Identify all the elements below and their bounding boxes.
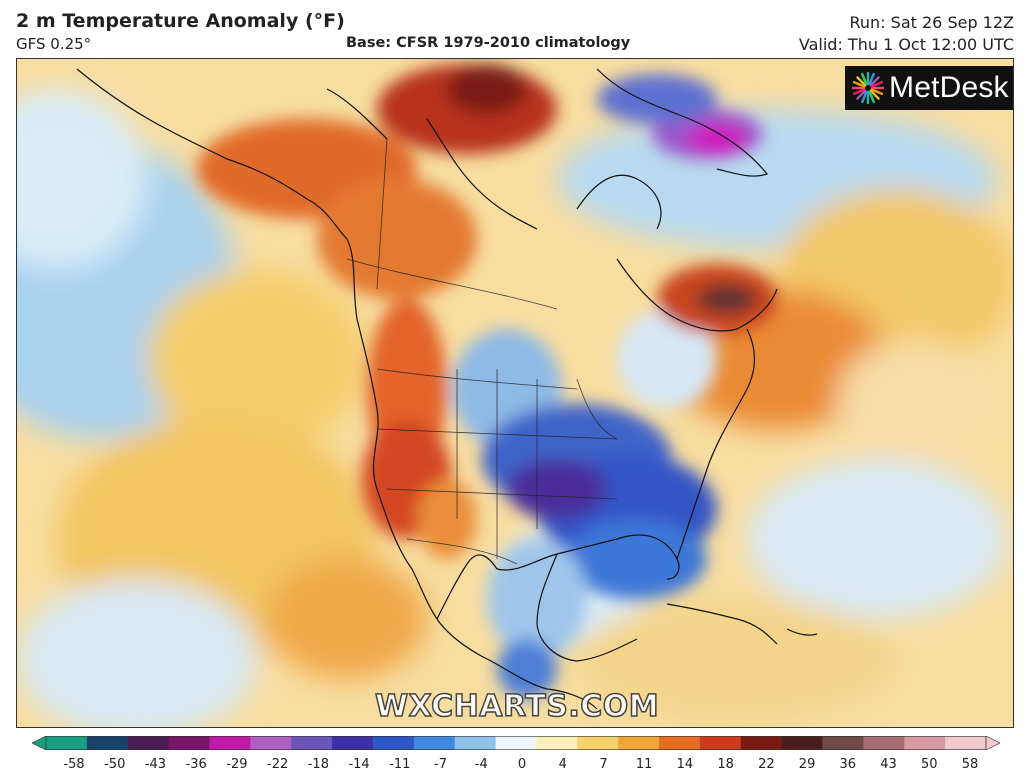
legend-tick-label: 58: [961, 757, 979, 772]
legend-tick-label: -4: [474, 757, 488, 772]
legend-tick-label: 0: [517, 757, 527, 772]
legend-color-step: [781, 736, 824, 750]
valid-time-label: Valid: Thu 1 Oct 12:00 UTC: [798, 35, 1014, 54]
legend-min-arrow: [32, 736, 47, 750]
legend-tick-label: 11: [635, 757, 653, 772]
run-time-label: Run: Sat 26 Sep 12Z: [849, 13, 1014, 32]
legend-color-step: [250, 736, 292, 750]
watermark: WXCHARTS.COM: [374, 688, 660, 725]
logo-text: MetDesk: [889, 71, 1009, 104]
legend-color-step: [332, 736, 374, 750]
legend-color-step: [659, 736, 701, 750]
legend-tick-label: -50: [104, 757, 126, 772]
legend-tick-label: -7: [434, 757, 448, 772]
legend-tick-label: -36: [185, 757, 207, 772]
legend-color-step: [863, 736, 905, 750]
legend-ticks: -58 -50 -43 -36 -29 -22 -18 -14 -11 -7 -4 0 4 7 11 14 18…: [63, 757, 978, 777]
legend-color-step: [413, 736, 456, 750]
temperature-anomaly-map: MetDesk WXCHARTS.COM: [16, 58, 1014, 728]
legend-tick-label: 36: [839, 757, 857, 772]
legend-colorbar: [32, 736, 1000, 750]
legend-color-step: [577, 736, 619, 750]
legend-max-arrow: [985, 736, 1000, 750]
anomaly-field-land: [197, 64, 777, 699]
legend-tick-label: 4: [558, 757, 567, 772]
legend-color-step: [46, 736, 88, 750]
legend-color-step: [904, 736, 946, 750]
legend-tick-label: 14: [676, 757, 694, 772]
legend-color-step: [168, 736, 211, 750]
legend-color-step: [86, 736, 129, 750]
metdesk-logo: MetDesk: [845, 66, 1013, 110]
legend-tick-label: 43: [880, 757, 897, 772]
legend-tick-label: -11: [389, 757, 411, 772]
coastlines: [76, 68, 818, 710]
legend-tick-label: -18: [307, 757, 329, 772]
legend-color-step: [454, 736, 497, 750]
legend-color-step: [495, 736, 538, 750]
legend-tick-label: 29: [798, 757, 816, 772]
legend-color-step: [536, 736, 578, 750]
legend-color-step: [740, 736, 783, 750]
legend-tick-label: -22: [267, 757, 289, 772]
legend-tick-label: 22: [758, 757, 775, 772]
legend-tick-label: -14: [348, 757, 370, 772]
legend-tick-label: -58: [63, 757, 85, 772]
map-canvas: [17, 59, 1013, 727]
legend-tick-label: -29: [226, 757, 248, 772]
climatology-base-label: Base: CFSR 1979-2010 climatology: [346, 35, 631, 51]
political-borders: [346, 138, 618, 565]
legend-color-step: [127, 736, 170, 750]
legend-color-step: [618, 736, 660, 750]
model-label: GFS 0.25°: [16, 35, 92, 53]
legend-border: [45, 736, 987, 750]
chart-title: 2 m Temperature Anomaly (°F): [16, 10, 345, 32]
legend-color-step: [822, 736, 864, 750]
legend-color-step: [209, 736, 251, 750]
legend-tick-label: 18: [717, 757, 734, 772]
legend-tick-label: 50: [920, 757, 938, 772]
legend-color-step: [291, 736, 333, 750]
legend-color-step: [699, 736, 742, 750]
legend-tick-label: 7: [599, 757, 608, 772]
legend-color-step: [372, 736, 415, 750]
legend-tick-label: -43: [144, 757, 167, 772]
legend-color-step: [945, 736, 987, 750]
metdesk-starburst-icon: [851, 71, 885, 105]
